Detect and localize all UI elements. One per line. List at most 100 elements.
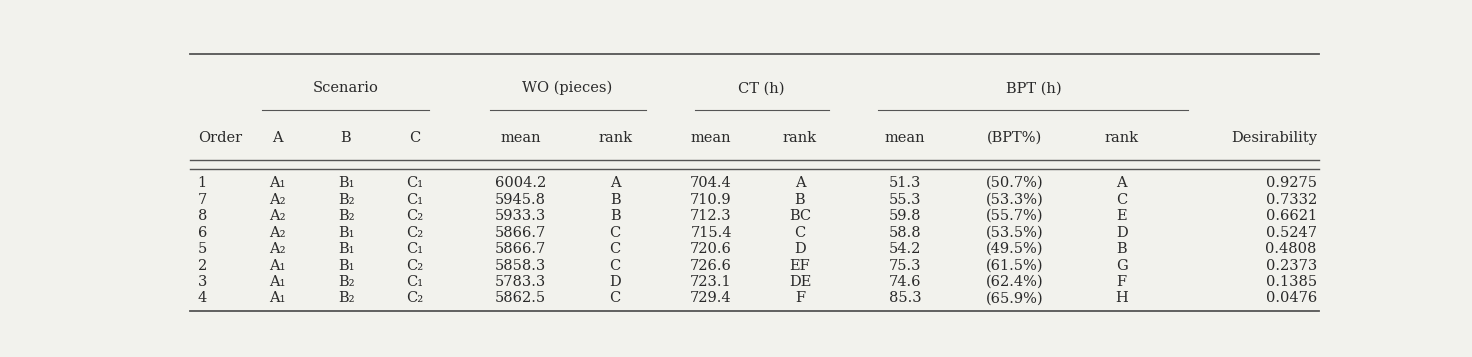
Text: C₁: C₁ xyxy=(406,275,422,289)
Text: BC: BC xyxy=(789,209,811,223)
Text: B₁: B₁ xyxy=(337,258,355,272)
Text: A₂: A₂ xyxy=(269,209,286,223)
Text: rank: rank xyxy=(783,131,817,145)
Text: C: C xyxy=(609,226,621,240)
Text: A₁: A₁ xyxy=(269,176,286,190)
Text: A₂: A₂ xyxy=(269,192,286,207)
Text: B₂: B₂ xyxy=(337,291,355,306)
Text: C: C xyxy=(609,258,621,272)
Text: 5866.7: 5866.7 xyxy=(495,242,546,256)
Text: C: C xyxy=(1116,192,1128,207)
Text: 5783.3: 5783.3 xyxy=(495,275,546,289)
Text: 5858.3: 5858.3 xyxy=(495,258,546,272)
Text: E: E xyxy=(1116,209,1128,223)
Text: (50.7%): (50.7%) xyxy=(986,176,1044,190)
Text: C₂: C₂ xyxy=(406,258,422,272)
Text: mean: mean xyxy=(500,131,540,145)
Text: mean: mean xyxy=(690,131,732,145)
Text: C₂: C₂ xyxy=(406,226,422,240)
Text: 715.4: 715.4 xyxy=(690,226,732,240)
Text: 0.4808: 0.4808 xyxy=(1266,242,1317,256)
Text: 0.7332: 0.7332 xyxy=(1266,192,1317,207)
Text: (BPT%): (BPT%) xyxy=(986,131,1042,145)
Text: (65.9%): (65.9%) xyxy=(986,291,1044,306)
Text: 2: 2 xyxy=(197,258,208,272)
Text: 7: 7 xyxy=(197,192,208,207)
Text: B: B xyxy=(609,192,621,207)
Text: B: B xyxy=(795,192,805,207)
Text: 5862.5: 5862.5 xyxy=(495,291,546,306)
Text: B₂: B₂ xyxy=(337,209,355,223)
Text: 6004.2: 6004.2 xyxy=(495,176,546,190)
Text: B: B xyxy=(340,131,352,145)
Text: EF: EF xyxy=(789,258,811,272)
Text: 723.1: 723.1 xyxy=(690,275,732,289)
Text: 58.8: 58.8 xyxy=(889,226,921,240)
Text: A: A xyxy=(609,176,621,190)
Text: mean: mean xyxy=(885,131,926,145)
Text: 55.3: 55.3 xyxy=(889,192,921,207)
Text: D: D xyxy=(1116,226,1128,240)
Text: 59.8: 59.8 xyxy=(889,209,921,223)
Text: BPT (h): BPT (h) xyxy=(1005,81,1061,95)
Text: C₂: C₂ xyxy=(406,291,422,306)
Text: A₁: A₁ xyxy=(269,291,286,306)
Text: B₂: B₂ xyxy=(337,275,355,289)
Text: Order: Order xyxy=(197,131,241,145)
Text: C: C xyxy=(409,131,420,145)
Text: A₂: A₂ xyxy=(269,242,286,256)
Text: C: C xyxy=(795,226,805,240)
Text: Scenario: Scenario xyxy=(314,81,378,95)
Text: rank: rank xyxy=(1104,131,1139,145)
Text: 0.1385: 0.1385 xyxy=(1266,275,1317,289)
Text: A: A xyxy=(272,131,283,145)
Text: 720.6: 720.6 xyxy=(690,242,732,256)
Text: 712.3: 712.3 xyxy=(690,209,732,223)
Text: C: C xyxy=(609,242,621,256)
Text: DE: DE xyxy=(789,275,811,289)
Text: 710.9: 710.9 xyxy=(690,192,732,207)
Text: A₂: A₂ xyxy=(269,226,286,240)
Text: 5866.7: 5866.7 xyxy=(495,226,546,240)
Text: 729.4: 729.4 xyxy=(690,291,732,306)
Text: (62.4%): (62.4%) xyxy=(986,275,1044,289)
Text: C: C xyxy=(609,291,621,306)
Text: B: B xyxy=(609,209,621,223)
Text: 8: 8 xyxy=(197,209,208,223)
Text: 51.3: 51.3 xyxy=(889,176,921,190)
Text: 5945.8: 5945.8 xyxy=(495,192,546,207)
Text: A₁: A₁ xyxy=(269,258,286,272)
Text: 74.6: 74.6 xyxy=(889,275,921,289)
Text: 5: 5 xyxy=(197,242,208,256)
Text: H: H xyxy=(1116,291,1128,306)
Text: D: D xyxy=(795,242,805,256)
Text: B₁: B₁ xyxy=(337,242,355,256)
Text: G: G xyxy=(1116,258,1128,272)
Text: 3: 3 xyxy=(197,275,208,289)
Text: A: A xyxy=(1116,176,1128,190)
Text: (49.5%): (49.5%) xyxy=(986,242,1044,256)
Text: A₁: A₁ xyxy=(269,275,286,289)
Text: Desirability: Desirability xyxy=(1231,131,1317,145)
Text: 4: 4 xyxy=(197,291,208,306)
Text: 726.6: 726.6 xyxy=(690,258,732,272)
Text: 75.3: 75.3 xyxy=(889,258,921,272)
Text: C₁: C₁ xyxy=(406,176,422,190)
Text: A: A xyxy=(795,176,805,190)
Text: B₂: B₂ xyxy=(337,192,355,207)
Text: WO (pieces): WO (pieces) xyxy=(523,81,612,95)
Text: CT (h): CT (h) xyxy=(737,81,785,95)
Text: 54.2: 54.2 xyxy=(889,242,921,256)
Text: 6: 6 xyxy=(197,226,208,240)
Text: D: D xyxy=(609,275,621,289)
Text: 704.4: 704.4 xyxy=(690,176,732,190)
Text: 0.9275: 0.9275 xyxy=(1266,176,1317,190)
Text: 0.0476: 0.0476 xyxy=(1266,291,1317,306)
Text: (55.7%): (55.7%) xyxy=(986,209,1044,223)
Text: (53.3%): (53.3%) xyxy=(986,192,1044,207)
Text: (61.5%): (61.5%) xyxy=(986,258,1044,272)
Text: 0.5247: 0.5247 xyxy=(1266,226,1317,240)
Text: 85.3: 85.3 xyxy=(889,291,921,306)
Text: F: F xyxy=(1117,275,1126,289)
Text: rank: rank xyxy=(598,131,633,145)
